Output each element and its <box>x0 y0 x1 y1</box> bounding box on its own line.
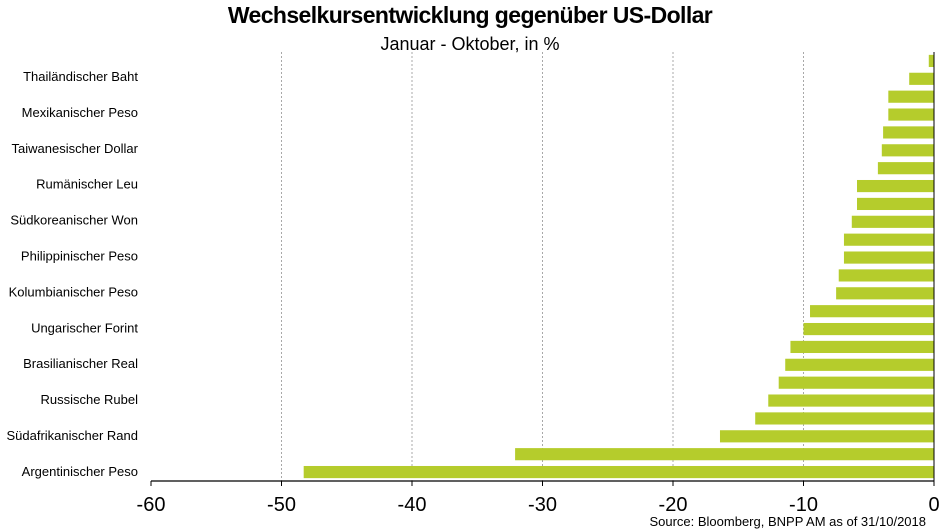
bar-8 <box>857 197 934 211</box>
bar-6 <box>877 162 934 175</box>
chart-subtitle: Januar - Oktober, in % <box>380 34 560 54</box>
bar-7 <box>857 179 934 193</box>
bar-1 <box>909 72 934 85</box>
category-label: Thailändischer Baht <box>23 69 138 84</box>
x-tick-label--50: -50 <box>267 494 296 516</box>
bar-0 <box>928 54 934 68</box>
bar-11 <box>843 251 934 264</box>
bar-14 <box>810 305 934 318</box>
bar-19 <box>768 394 934 407</box>
bar-22 <box>515 448 934 461</box>
category-label: Taiwanesischer Dollar <box>12 141 139 156</box>
x-tick-label--60: -60 <box>137 494 166 516</box>
x-tick-label--10: -10 <box>789 494 818 516</box>
bar-12 <box>838 269 934 282</box>
x-axis: -60 -50 -40 -30 -20 -10 0 <box>137 52 940 516</box>
bar-2 <box>888 90 934 103</box>
bar-10 <box>843 233 934 246</box>
x-tick-label--20: -20 <box>659 494 688 516</box>
x-tick-label--30: -30 <box>528 494 557 516</box>
category-label: Ungarischer Forint <box>31 320 138 335</box>
x-tick-label--40: -40 <box>398 494 427 516</box>
source-note: Source: Bloomberg, BNPP AM as of 31/10/2… <box>649 514 926 529</box>
x-tick-label-0: 0 <box>928 494 939 516</box>
category-label: Philippinischer Peso <box>21 249 138 264</box>
chart-title: Wechselkursentwicklung gegenüber US-Doll… <box>227 2 713 28</box>
category-labels: Thailändischer Baht Mexikanischer Peso Tai… <box>6 69 138 479</box>
bar-18 <box>778 376 934 389</box>
bar-15 <box>803 322 934 336</box>
category-label: Brasilianischer Real <box>23 356 138 371</box>
bar-13 <box>836 287 934 300</box>
bar-16 <box>790 340 934 354</box>
bar-3 <box>888 108 934 121</box>
grid-lines <box>281 52 804 481</box>
category-label: Russische Rubel <box>40 392 138 407</box>
category-label: Kolumbianischer Peso <box>9 284 138 299</box>
category-label: Rumänischer Leu <box>36 177 138 192</box>
bar-21 <box>719 430 934 443</box>
bar-17 <box>785 358 934 371</box>
bars <box>303 54 934 479</box>
category-label: Südkoreanischer Won <box>10 213 138 228</box>
bar-20 <box>755 412 934 425</box>
category-label: Argentinischer Peso <box>22 464 138 479</box>
category-label: Südafrikanischer Rand <box>6 428 138 443</box>
bar-5 <box>881 144 934 157</box>
category-label: Mexikanischer Peso <box>22 105 138 120</box>
bar-23 <box>303 465 934 479</box>
bar-4 <box>883 126 934 139</box>
bar-9 <box>851 215 934 228</box>
